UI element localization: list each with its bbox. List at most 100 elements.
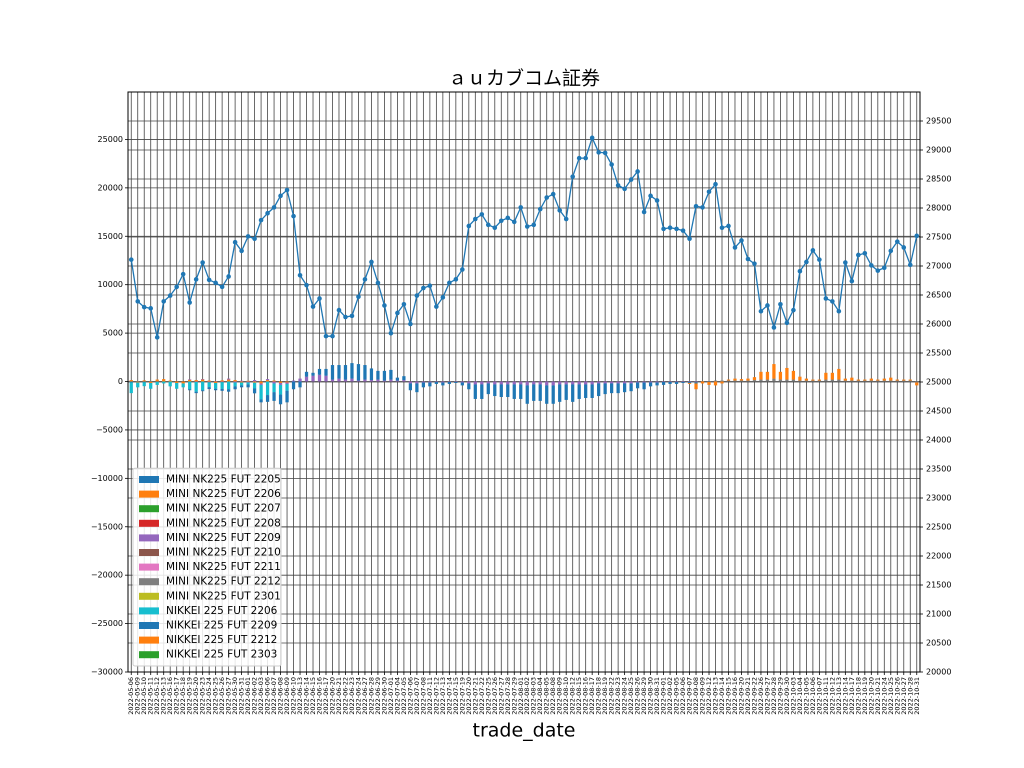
bar [408, 383, 413, 391]
x-tick-label: 2022-09-28 [770, 677, 778, 715]
bar [843, 380, 847, 382]
line-marker [752, 261, 757, 266]
bar [428, 381, 432, 383]
bar [863, 380, 867, 382]
y-tick-label: 10000 [98, 280, 123, 289]
x-tick-label: 2022-05-26 [218, 677, 226, 715]
bar [259, 381, 263, 384]
bar [207, 387, 211, 390]
line-marker [219, 284, 225, 290]
x-tick-label: 2022-08-01 [517, 677, 525, 715]
bar [564, 384, 568, 400]
x-tick-label: 2022-09-08 [692, 677, 700, 715]
legend-swatch [139, 651, 159, 659]
x-tick-label: 2022-10-26 [893, 677, 901, 715]
bars [129, 363, 919, 405]
x-tick-label: 2022-08-04 [536, 677, 544, 715]
bar [363, 379, 367, 382]
bar [181, 383, 185, 388]
bar [227, 381, 231, 390]
bar [239, 381, 244, 383]
bar [532, 381, 536, 385]
bar [889, 377, 893, 381]
bar [584, 381, 588, 385]
legend-swatch [139, 549, 159, 556]
x-tick-label: 2022-08-09 [556, 677, 564, 715]
x-tick-label: 2022-09-07 [686, 677, 694, 715]
line-marker [258, 217, 264, 223]
bar [376, 370, 380, 380]
bar [194, 380, 198, 382]
bar [908, 380, 912, 382]
bar [220, 381, 224, 383]
bar [525, 385, 529, 404]
line-marker [680, 228, 686, 233]
x-tick-label: 2022-09-29 [776, 677, 784, 715]
line-marker [765, 303, 770, 308]
bar [356, 380, 361, 382]
line-marker [602, 150, 608, 156]
line-marker [609, 162, 614, 167]
x-tick-label: 2022-06-28 [367, 677, 375, 715]
bar [207, 381, 211, 383]
x-tick-label: 2022-10-03 [789, 677, 797, 715]
bar [285, 382, 289, 384]
line-marker [408, 321, 413, 327]
y2-tick-label: 24000 [926, 436, 951, 445]
bar [317, 368, 322, 375]
x-tick-label: 2022-09-20 [737, 677, 745, 715]
line-marker [434, 304, 439, 309]
bar [188, 381, 192, 390]
line-marker [473, 216, 478, 222]
line-marker [544, 195, 550, 200]
bar [441, 382, 445, 386]
line-marker [596, 150, 601, 155]
bar [752, 377, 757, 381]
x-tick-label: 2022-08-02 [523, 677, 531, 715]
bar [902, 379, 906, 381]
x-tick-label: 2022-08-24 [621, 677, 629, 715]
bar [291, 380, 296, 382]
bar [635, 381, 640, 383]
legend-label: MINI NK225 FUT 2206 [166, 488, 281, 500]
line-marker [745, 256, 751, 262]
y-tick-label: −25000 [91, 619, 123, 628]
x-tick-label: 2022-07-27 [497, 677, 505, 715]
legend-swatch [139, 534, 159, 542]
line-marker [141, 304, 147, 310]
line-marker [310, 304, 316, 309]
line-marker [641, 209, 647, 215]
bar [252, 381, 257, 383]
bar [278, 394, 283, 405]
line-marker [479, 212, 485, 217]
line-marker [492, 225, 498, 231]
bar [415, 381, 419, 384]
bar [830, 372, 834, 380]
y2-tick-label: 22000 [926, 552, 951, 561]
bar [648, 381, 653, 383]
line-marker [375, 280, 381, 286]
bar [655, 381, 659, 383]
line-marker [518, 205, 524, 210]
bar [623, 383, 627, 393]
line-marker [836, 308, 842, 314]
line-marker [167, 293, 173, 298]
bar [720, 380, 724, 382]
bar [330, 365, 335, 380]
bar [467, 381, 471, 384]
x-tick-label: 2022-10-06 [809, 677, 817, 715]
x-tick-label: 2022-09-30 [783, 677, 791, 715]
line-marker [414, 293, 420, 298]
bar [311, 372, 315, 376]
line-marker [739, 238, 744, 243]
bar [726, 380, 731, 382]
bar [330, 379, 335, 382]
x-tick-label: 2022-08-31 [653, 677, 661, 715]
line-marker [291, 213, 296, 219]
bar [687, 382, 692, 384]
bar [804, 378, 809, 381]
y-tick-label: −5000 [96, 425, 123, 434]
legend-swatch [139, 563, 159, 571]
x-tick-label: 2022-07-25 [484, 677, 492, 715]
